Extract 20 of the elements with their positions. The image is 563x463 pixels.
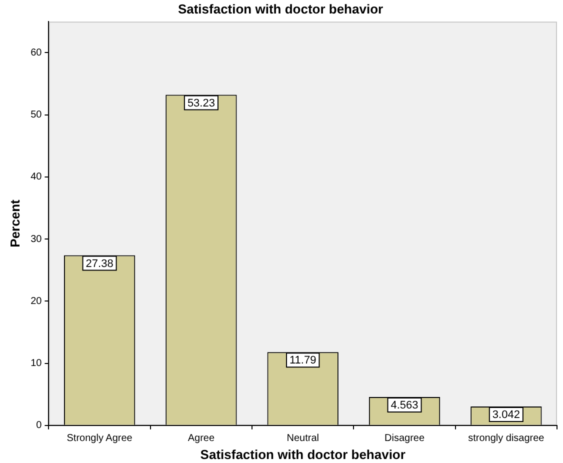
- y-tick-label: 40: [30, 172, 42, 183]
- chart-title: Satisfaction with doctor behavior: [178, 1, 384, 16]
- x-tick-label: Agree: [188, 433, 215, 444]
- y-tick-label: 60: [30, 47, 42, 58]
- y-tick-label: 20: [30, 296, 42, 307]
- x-tick-label: Strongly Agree: [66, 433, 133, 444]
- x-axis-title: Satisfaction with doctor behavior: [200, 446, 406, 462]
- data-label: 3.042: [492, 409, 520, 422]
- data-label: 4.563: [390, 400, 418, 412]
- y-tick-label: 0: [36, 420, 42, 432]
- y-tick-label: 10: [30, 358, 42, 370]
- y-axis-title: Percent: [7, 198, 22, 248]
- x-tick-label: strongly disagree: [468, 433, 545, 444]
- data-label: 11.79: [290, 354, 316, 367]
- data-label: 27.38: [86, 258, 114, 270]
- y-tick-label: 30: [30, 234, 42, 245]
- data-label: 53.23: [187, 97, 215, 110]
- x-tick-label: Neutral: [286, 433, 319, 444]
- x-tick-label: Disagree: [384, 433, 425, 444]
- y-tick-label: 50: [30, 110, 42, 121]
